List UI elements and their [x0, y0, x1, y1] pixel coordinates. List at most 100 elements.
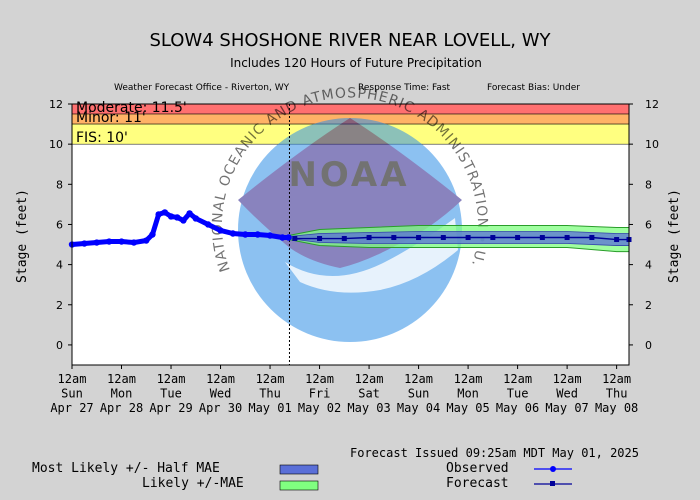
x-tick-label: May 03 — [347, 401, 390, 415]
forecast-uncertainty-bands — [288, 224, 630, 253]
observed-point — [105, 238, 113, 245]
y-tick-label-right: 0 — [645, 339, 652, 352]
x-tick-label: May 07 — [545, 401, 588, 415]
x-tick-label: Sat — [358, 387, 380, 401]
y-axis-left: 0 2 4 6 8 10 12 — [49, 98, 72, 352]
forecast-point — [292, 236, 298, 242]
observed-point — [143, 237, 150, 244]
y-tick-label-left: 10 — [49, 138, 63, 151]
y-tick-label-left: 12 — [49, 98, 63, 111]
chart-subtitle: Includes 120 Hours of Future Precipitati… — [230, 56, 482, 70]
x-tick-label: May 06 — [496, 401, 539, 415]
legend-observed-marker — [534, 466, 572, 472]
x-tick-label: Apr 29 — [149, 401, 192, 415]
legend-mae-swatch — [279, 480, 319, 491]
forecast-issued-text: Forecast Issued 09:25am MDT May 01, 2025 — [350, 446, 639, 460]
chart-title: SLOW4 SHOSHONE RIVER NEAR LOVELL, WY — [149, 30, 551, 51]
forecast-point — [614, 237, 620, 243]
observed-point — [285, 234, 292, 241]
x-tick-label: Wed — [210, 387, 232, 401]
observed-point — [155, 211, 162, 218]
x-tick-label: May 05 — [446, 401, 489, 415]
y-axis-right: 0 2 4 6 8 10 12 — [629, 98, 659, 352]
x-tick-label: Tue — [160, 387, 182, 401]
forecast-point — [515, 235, 521, 241]
legend-forecast-marker — [534, 481, 572, 486]
forecast-point — [465, 235, 471, 241]
forecast-point — [539, 235, 545, 241]
y-tick-label-left: 4 — [56, 259, 63, 272]
observed-point — [192, 215, 199, 222]
x-tick-label: Apr 30 — [199, 401, 242, 415]
forecast-point — [366, 235, 372, 241]
x-tick-label: 12am — [107, 372, 136, 386]
y-tick-label-right: 2 — [645, 299, 652, 312]
x-tick-label: 12am — [206, 372, 235, 386]
forecast-point — [589, 235, 595, 241]
legend-observed-label: Observed — [446, 461, 509, 476]
forecast-point — [564, 235, 570, 241]
observed-point — [130, 239, 138, 246]
y-tick-label-left: 8 — [56, 178, 63, 191]
forecast-point — [490, 235, 496, 241]
observed-point — [180, 217, 187, 224]
legend-forecast-label: Forecast — [446, 476, 509, 491]
observed-point — [266, 232, 274, 239]
wfo-label: Weather Forecast Office - Riverton, WY — [114, 83, 290, 93]
forecast-point — [391, 235, 397, 241]
x-tick-label: 12am — [553, 372, 582, 386]
y-tick-label-left: 6 — [56, 218, 63, 231]
x-tick-label: May 01 — [248, 401, 291, 415]
x-tick-label: 12am — [454, 372, 483, 386]
forecast-point — [416, 235, 422, 241]
y-tick-label-right: 8 — [645, 178, 652, 191]
legend-half-mae-swatch — [279, 464, 319, 475]
x-tick-label: Fri — [309, 387, 331, 401]
y-tick-label-right: 6 — [645, 218, 652, 231]
x-tick-label: May 02 — [298, 401, 341, 415]
observed-point — [149, 231, 156, 238]
x-tick-label: 12am — [256, 372, 285, 386]
x-tick-label: 12am — [58, 372, 87, 386]
observed-point — [254, 231, 261, 238]
observed-point — [204, 221, 212, 228]
plot-frame — [71, 103, 630, 366]
y-tick-label-left: 2 — [56, 299, 63, 312]
legend-most-likely-label: Most Likely +/- Half MAE — [32, 461, 220, 476]
legend-likely-label: Likely +/-MAE — [142, 476, 244, 491]
x-tick-label: May 04 — [397, 401, 440, 415]
x-tick-label: May 08 — [595, 401, 638, 415]
observed-point — [93, 239, 100, 246]
y-tick-label-right: 12 — [645, 98, 659, 111]
observed-series — [68, 209, 292, 248]
y-tick-label-right: 4 — [645, 259, 652, 272]
forecast-point — [317, 236, 323, 242]
y-tick-label-right: 10 — [645, 138, 659, 151]
observed-point — [81, 240, 88, 247]
y-tick-label-left: 0 — [56, 339, 63, 352]
noaa-logo-text: NOAA — [288, 155, 409, 195]
x-tick-label: Thu — [606, 387, 628, 401]
x-tick-label: 12am — [404, 372, 433, 386]
x-tick-label: Mon — [111, 387, 133, 401]
x-tick-label: Thu — [259, 387, 281, 401]
x-tick-label: 12am — [503, 372, 532, 386]
x-tick-label: Apr 27 — [50, 401, 93, 415]
forecast-point — [440, 235, 446, 241]
band-label-action: FIS: 10' — [76, 130, 128, 146]
y-axis-label-left: Stage (feet) — [15, 189, 30, 283]
observed-point — [174, 214, 181, 221]
x-tick-label: 12am — [355, 372, 384, 386]
observed-point — [229, 230, 237, 237]
observed-point — [217, 227, 224, 234]
x-tick-label: Tue — [507, 387, 529, 401]
observed-point — [118, 238, 125, 245]
x-tick-label: Wed — [556, 387, 578, 401]
x-tick-label: Mon — [457, 387, 479, 401]
x-tick-label: Sun — [61, 387, 83, 401]
observed-point — [167, 213, 175, 220]
x-tick-label: Apr 28 — [100, 401, 143, 415]
x-tick-label: 12am — [157, 372, 186, 386]
